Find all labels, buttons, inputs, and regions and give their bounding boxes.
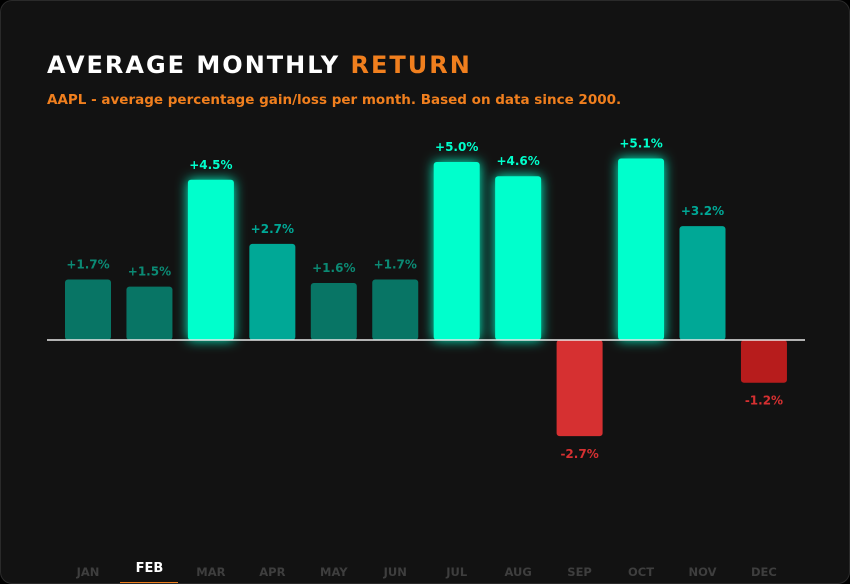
- bar-sep: [556, 340, 603, 437]
- tab-mar[interactable]: MAR: [196, 565, 226, 579]
- data-label: +1.7%: [66, 257, 109, 271]
- title-accent: RETURN: [350, 51, 472, 79]
- bar-jan: [65, 279, 111, 340]
- bar-jul: [433, 162, 480, 340]
- bar-jun: [372, 279, 419, 340]
- month-tabs: JAN FEB MAR APR MAY JUN JUL AUG SEP OCT NOV DEC: [1, 557, 849, 583]
- bar-mar: [187, 179, 234, 340]
- tab-dec[interactable]: DEC: [751, 565, 777, 579]
- bar-feb: [126, 286, 173, 340]
- bar-may: [310, 283, 357, 340]
- data-label: -2.7%: [560, 447, 598, 461]
- data-label: +4.6%: [496, 154, 539, 168]
- bar-oct: [618, 158, 665, 340]
- data-label: +5.0%: [435, 140, 478, 154]
- chart-subtitle: AAPL - average percentage gain/loss per …: [47, 92, 622, 108]
- data-label: +1.7%: [374, 257, 417, 271]
- tab-sep[interactable]: SEP: [567, 565, 592, 579]
- tab-feb[interactable]: FEB: [120, 561, 179, 583]
- tab-nov[interactable]: NOV: [688, 565, 717, 579]
- tab-apr[interactable]: APR: [259, 565, 286, 579]
- bar-apr: [249, 243, 296, 340]
- bar-aug: [495, 176, 542, 340]
- data-label: +5.1%: [619, 136, 662, 150]
- data-label: +1.5%: [128, 265, 171, 279]
- tab-aug[interactable]: AUG: [504, 565, 532, 579]
- data-label: -1.2%: [745, 394, 783, 408]
- tab-oct[interactable]: OCT: [628, 565, 655, 579]
- chart-title: AVERAGE MONTHLY RETURN: [47, 51, 472, 79]
- tab-jul[interactable]: JUL: [446, 565, 468, 579]
- bar-nov: [679, 226, 726, 340]
- tab-may[interactable]: MAY: [320, 565, 348, 579]
- tab-jan[interactable]: JAN: [76, 565, 100, 579]
- tab-jun[interactable]: JUN: [383, 565, 407, 579]
- data-label: +3.2%: [681, 204, 724, 218]
- title-main: AVERAGE MONTHLY: [47, 51, 341, 79]
- data-label: +2.7%: [251, 222, 294, 236]
- data-label: +1.6%: [312, 261, 355, 275]
- data-label: +4.5%: [189, 158, 232, 172]
- bar-dec: [740, 340, 787, 383]
